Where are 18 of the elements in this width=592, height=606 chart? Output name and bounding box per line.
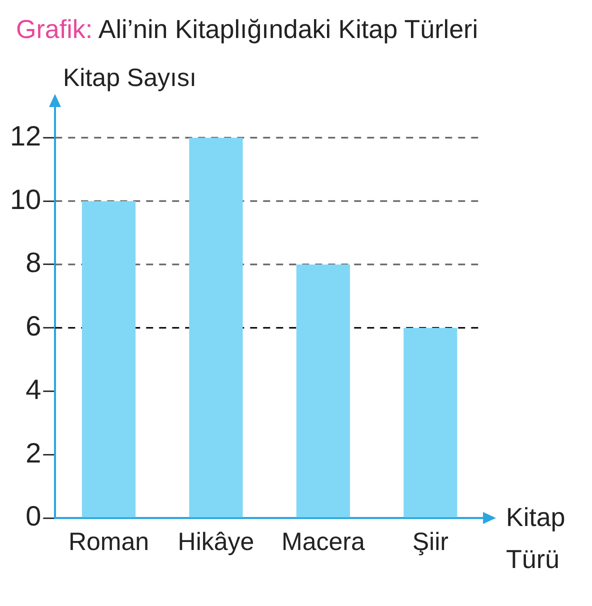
bar	[189, 138, 243, 518]
y-tick-label: 2	[26, 437, 42, 468]
x-axis-title: Kitap Türü	[506, 501, 566, 576]
x-tick-label: Şiir	[412, 528, 448, 556]
bar	[404, 328, 458, 518]
bar	[82, 201, 136, 518]
bar	[296, 264, 350, 518]
y-tick-label: 12	[10, 120, 42, 152]
x-tick-label: Roman	[68, 528, 150, 556]
y-tick-label: 10	[10, 184, 42, 215]
y-tick-label: 6	[26, 310, 42, 342]
x-tick-label: Hikâye	[178, 528, 254, 556]
y-tick-label: 0	[26, 500, 42, 532]
y-axis-title: Kitap Sayısı	[63, 64, 196, 93]
y-tick-label: 4	[26, 374, 42, 405]
y-tick-label: 8	[26, 247, 42, 278]
chart-title: Grafik: Ali’nin Kitaplığındaki Kitap Türleri	[16, 14, 478, 44]
x-tick-label: Macera	[281, 528, 365, 556]
